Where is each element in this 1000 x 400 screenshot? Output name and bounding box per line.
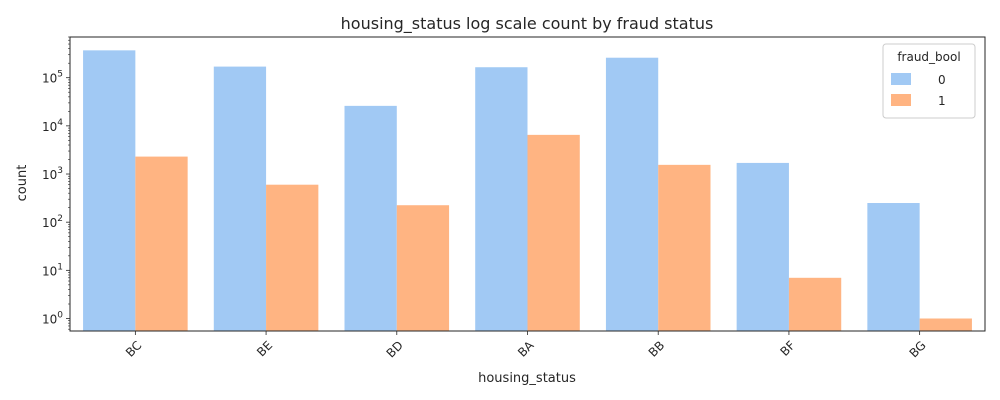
y-tick-label: 103 xyxy=(42,166,63,182)
y-tick-label: 100 xyxy=(42,310,63,326)
y-tick-label: 101 xyxy=(42,262,63,278)
bar-BF-series-1 xyxy=(788,277,842,331)
x-tick-label-BC: BC xyxy=(123,338,145,360)
legend-label-0: 0 xyxy=(938,73,946,87)
x-tick-label-BF: BF xyxy=(777,338,798,359)
x-tick-label-BA: BA xyxy=(515,338,537,360)
x-tick-label-BG: BG xyxy=(907,338,929,360)
legend-swatch-1 xyxy=(891,94,911,106)
bar-BA-series-0 xyxy=(475,67,528,331)
legend-title: fraud_bool xyxy=(897,50,960,64)
bar-BC-series-1 xyxy=(135,156,188,331)
plot-frame xyxy=(69,36,986,332)
bar-BD-series-1 xyxy=(396,205,450,331)
y-axis-label: count xyxy=(15,165,30,202)
bar-BB-series-1 xyxy=(658,164,711,331)
legend-swatch-0 xyxy=(891,73,911,85)
y-tick-label: 105 xyxy=(42,70,63,86)
y-tick-label: 104 xyxy=(42,118,63,134)
legend-label-1: 1 xyxy=(938,94,946,108)
chart-title: housing_status log scale count by fraud … xyxy=(341,14,714,34)
bar-BD-series-0 xyxy=(344,105,397,332)
bar-BE-series-1 xyxy=(266,184,319,331)
legend: fraud_bool 0 1 xyxy=(882,43,976,119)
bar-BB-series-0 xyxy=(605,57,659,332)
x-tick-label-BE: BE xyxy=(254,338,275,359)
plot-area: 100 101 102 103 104 105 BC BE BD BA BB BF BG fraud_bo… xyxy=(42,36,986,360)
bar-BA-series-1 xyxy=(527,134,580,331)
bar-BE-series-0 xyxy=(213,66,267,331)
bar-BC-series-0 xyxy=(83,50,136,332)
x-tick-label-BD: BD xyxy=(384,338,406,360)
bar-BF-series-0 xyxy=(736,162,789,331)
x-axis-label: housing_status xyxy=(478,371,576,386)
x-tick-label-BB: BB xyxy=(646,338,668,360)
bar-BG-series-0 xyxy=(867,203,920,331)
y-tick-label: 102 xyxy=(42,214,63,230)
bar-BG-series-1 xyxy=(919,318,972,331)
